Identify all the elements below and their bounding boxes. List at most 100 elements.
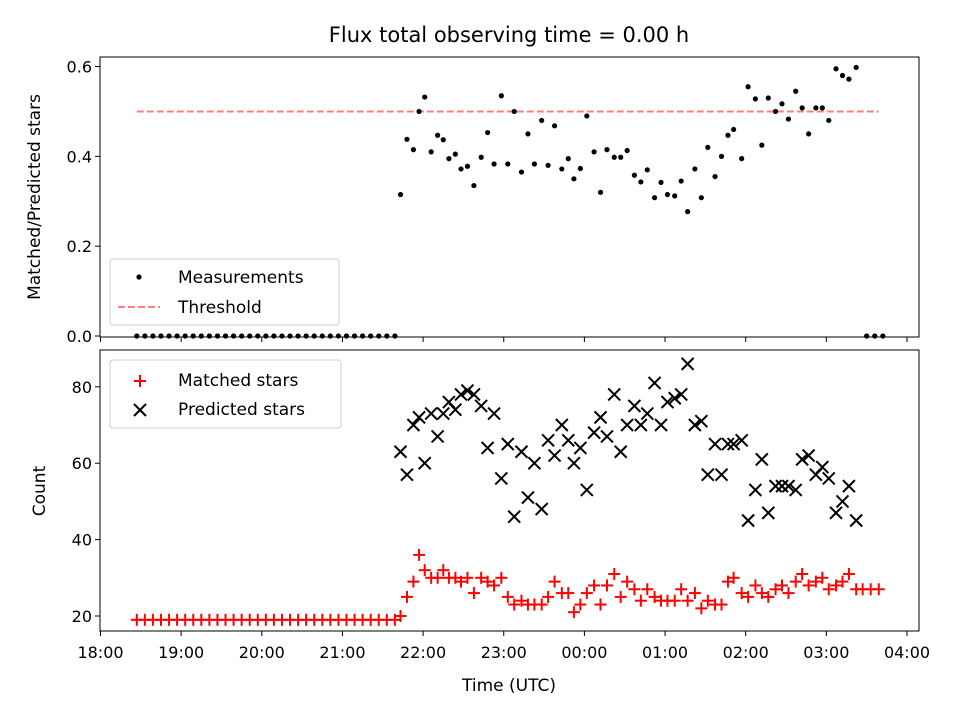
measurement-point xyxy=(826,117,832,124)
measurement-point xyxy=(644,167,650,173)
matched-point xyxy=(822,583,835,596)
matched-point xyxy=(501,590,514,603)
predicted-point xyxy=(448,403,463,417)
predicted-point xyxy=(755,452,769,467)
predicted-point xyxy=(634,418,648,432)
matched-point xyxy=(594,598,607,611)
measurement-point xyxy=(638,179,644,185)
chart-title: Flux total observing time = 0.00 h xyxy=(329,23,689,47)
predicted-point xyxy=(467,387,481,402)
predicted-point xyxy=(430,429,445,444)
predicted-point xyxy=(708,437,722,451)
measurement-point xyxy=(545,162,551,168)
measurement-point xyxy=(311,333,317,339)
measurement-point xyxy=(498,93,504,99)
measurement-point xyxy=(428,149,434,155)
measurement-point xyxy=(263,333,269,339)
x-tick-label: 01:00 xyxy=(642,643,688,662)
measurement-point xyxy=(571,176,577,182)
predicted-point xyxy=(607,387,621,402)
predicted-point xyxy=(424,406,438,421)
matched-point xyxy=(455,575,468,588)
measurement-point xyxy=(584,113,590,119)
matched-point xyxy=(830,579,843,592)
measurement-point xyxy=(303,333,309,339)
matched-point xyxy=(695,602,708,615)
measurement-point xyxy=(698,195,704,201)
measurement-point xyxy=(559,166,565,172)
matched-point xyxy=(775,579,788,592)
measurement-point xyxy=(174,333,180,339)
top-legend: Measurements Threshold xyxy=(109,258,340,326)
measurement-point xyxy=(435,132,441,138)
measurement-point xyxy=(255,333,261,339)
x-tick-label: 19:00 xyxy=(158,643,204,662)
measurement-point xyxy=(712,173,718,180)
measurement-point xyxy=(577,165,583,172)
measurement-point xyxy=(833,66,839,72)
predicted-point xyxy=(654,418,668,432)
matched-point xyxy=(413,548,426,561)
predicted-point xyxy=(701,467,715,482)
matched-point xyxy=(742,590,755,603)
matched-point xyxy=(701,594,714,607)
predicted-point xyxy=(781,479,796,493)
x-tick-label: 22:00 xyxy=(400,643,446,662)
matched-point xyxy=(508,598,521,611)
measurement-point xyxy=(471,182,477,189)
bottom-plot-area xyxy=(130,357,885,626)
measurement-point xyxy=(518,169,525,175)
bottom-y-tick-label: 80 xyxy=(72,378,92,397)
predicted-point xyxy=(514,445,529,459)
x-tick-label: 04:00 xyxy=(884,643,930,662)
x-tick-label: 21:00 xyxy=(319,643,365,662)
predicted-point xyxy=(527,456,542,470)
measurement-point xyxy=(864,333,870,339)
measurement-point xyxy=(478,154,484,160)
predicted-point xyxy=(487,406,501,421)
predicted-point xyxy=(726,437,741,451)
matched-point xyxy=(418,564,431,577)
predicted-point xyxy=(573,441,588,455)
predicted-point xyxy=(748,483,763,497)
measurement-point xyxy=(799,105,805,111)
matched-point xyxy=(782,587,795,600)
matched-point xyxy=(634,594,647,607)
measurement-point xyxy=(230,333,237,339)
predicted-point xyxy=(534,502,549,516)
measurement-point xyxy=(880,333,886,339)
bottom-y-tick-label: 60 xyxy=(72,454,92,473)
measurement-point xyxy=(271,333,277,339)
predicted-point xyxy=(668,391,682,405)
matched-point xyxy=(467,587,480,600)
matched-point xyxy=(461,571,474,584)
matched-point xyxy=(580,587,593,600)
measurement-point xyxy=(376,333,382,339)
predicted-point xyxy=(460,383,475,398)
matched-point xyxy=(394,610,407,622)
measurement-point xyxy=(779,101,785,107)
predicted-point xyxy=(587,425,601,440)
measurement-point xyxy=(611,154,617,160)
measurement-point xyxy=(511,108,517,115)
predicted-point xyxy=(694,414,709,428)
predicted-point xyxy=(567,456,581,470)
measurement-point xyxy=(410,147,417,153)
matched-point xyxy=(542,590,555,603)
predicted-point xyxy=(815,460,830,474)
measurement-point xyxy=(785,116,792,122)
measurement-point xyxy=(651,195,658,201)
matched-point xyxy=(481,575,494,588)
measurement-point xyxy=(531,161,537,167)
measurement-point xyxy=(658,179,664,186)
legend-measurements-label: Measurements xyxy=(178,268,304,288)
matched-point xyxy=(588,579,601,592)
legend-threshold-label: Threshold xyxy=(177,298,262,318)
measurement-point xyxy=(206,333,212,339)
measurement-point xyxy=(591,149,597,155)
top-plot-area xyxy=(134,64,886,339)
matched-point xyxy=(809,575,822,588)
predicted-point xyxy=(393,445,408,459)
measurement-point xyxy=(745,84,751,90)
